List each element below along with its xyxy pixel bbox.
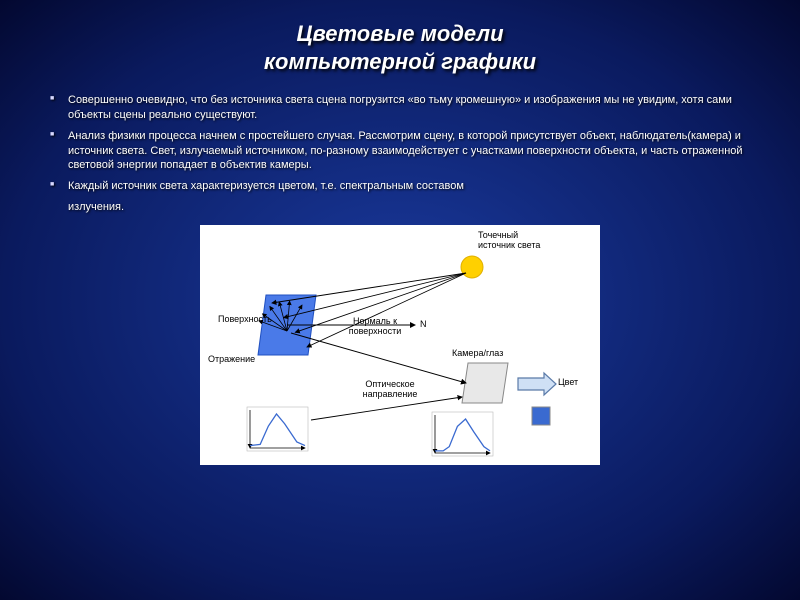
- label-camera: Камера/глаз: [452, 349, 503, 359]
- bullet-list: Совершенно очевидно, что без источника с…: [50, 93, 750, 215]
- label-light-source: Точечныйисточник света: [478, 231, 568, 251]
- bullet-item: Каждый источник света характеризуется цв…: [50, 179, 750, 194]
- label-surface: Поверхность: [218, 315, 272, 325]
- bullet-tail: излучения.: [50, 200, 750, 215]
- label-optical: Оптическоенаправление: [350, 380, 430, 400]
- label-normal: Нормаль кповерхности: [340, 317, 410, 337]
- light-diagram: Точечныйисточник света Поверхность Отраж…: [200, 225, 600, 465]
- bullet-item: Анализ физики процесса начнем с простейш…: [50, 129, 750, 174]
- title-line1: Цветовые модели: [296, 21, 503, 46]
- label-normal-n: N: [420, 320, 427, 330]
- bullet-item: Совершенно очевидно, что без источника с…: [50, 93, 750, 123]
- label-color: Цвет: [558, 378, 578, 388]
- label-reflection: Отражение: [208, 355, 255, 365]
- diagram-svg: [200, 225, 600, 465]
- title-line2: компьютерной графики: [264, 49, 536, 74]
